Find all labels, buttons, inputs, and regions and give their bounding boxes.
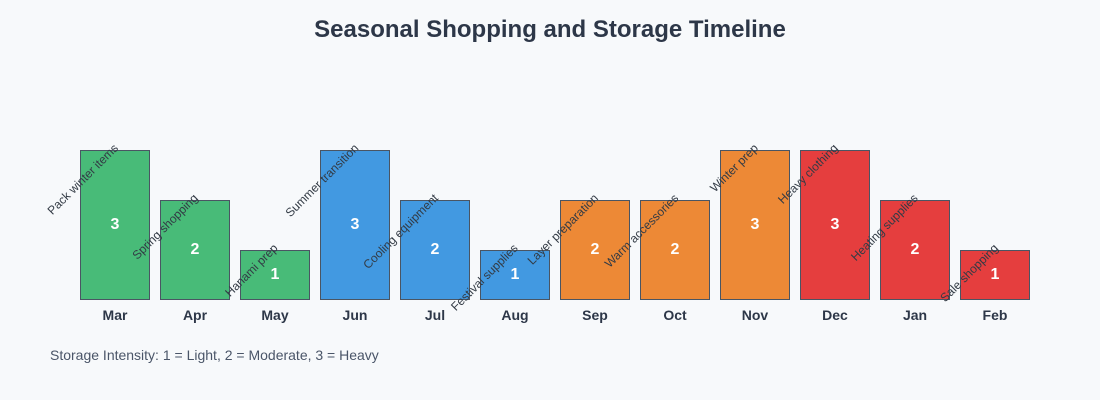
chart-title: Seasonal Shopping and Storage Timeline [314,16,786,43]
x-axis-label: Jul [424,307,446,323]
bar-oct: 2 [640,200,710,300]
intensity-legend-note: Storage Intensity: 1 = Light, 2 = Modera… [50,347,379,363]
bar-jul: 2 [400,200,470,300]
x-axis-label: Jun [342,307,368,323]
x-axis-label: Sep [582,307,608,323]
bar-value-label: 3 [750,216,760,233]
bar-value-label: 2 [190,241,200,258]
x-axis-label: Nov [741,307,769,323]
bar-apr: 2 [160,200,230,300]
bar-sep: 2 [560,200,630,300]
x-axis-label: Mar [102,307,128,323]
x-axis-label: Jan [902,307,928,323]
bar-value-label: 2 [670,241,680,258]
x-axis-label: Dec [822,307,848,323]
bar-value-label: 2 [590,241,600,258]
bar-aug: 1 [480,250,550,300]
bar-value-label: 2 [910,241,920,258]
bar-value-label: 3 [830,216,840,233]
bar-nov: 3 [720,150,790,300]
bar-jan: 2 [880,200,950,300]
bar-feb: 1 [960,250,1030,300]
bar-value-label: 1 [510,266,520,283]
bar-value-label: 3 [110,216,120,233]
bar-value-label: 3 [350,216,360,233]
x-axis-label: Aug [501,307,529,323]
bar-value-label: 1 [270,266,280,283]
bar-jun: 3 [320,150,390,300]
bar-value-label: 1 [990,266,1000,283]
x-axis-label: Apr [182,307,208,323]
bar-mar: 3 [80,150,150,300]
bar-value-label: 2 [430,241,440,258]
bar-dec: 3 [800,150,870,300]
bar-may: 1 [240,250,310,300]
x-axis-label: Oct [663,307,687,323]
x-axis-label: Feb [982,307,1008,323]
x-axis-label: May [261,307,289,323]
